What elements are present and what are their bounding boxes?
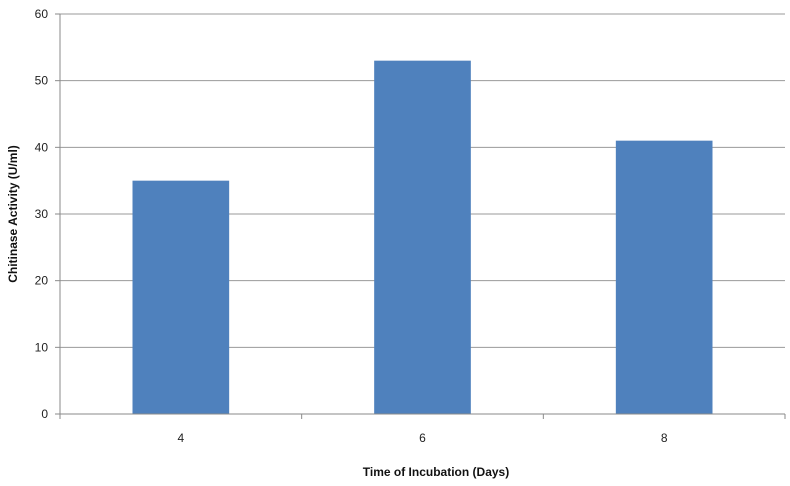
y-tick-label-10: 10 (35, 340, 49, 354)
x-tick-label-4: 4 (177, 431, 184, 445)
x-tick-label-6: 6 (419, 431, 426, 445)
y-tick-label-20: 20 (35, 274, 49, 288)
y-tick-label-60: 60 (35, 7, 49, 21)
y-tick-label-0: 0 (41, 407, 48, 421)
label-layer: 0 10 20 30 40 50 60 4 6 8 (35, 7, 668, 445)
axis-layer (55, 13, 786, 419)
bar-4 (132, 180, 230, 414)
y-axis-title: Chitinase Activity (U/ml) (6, 145, 20, 283)
bar-layer (132, 60, 713, 415)
x-tick-label-8: 8 (661, 431, 668, 445)
y-tick-label-40: 40 (35, 140, 49, 154)
x-axis-title: Time of Incubation (Days) (363, 465, 509, 479)
y-tick-label-50: 50 (35, 74, 49, 88)
bar-8 (615, 140, 713, 414)
y-tick-label-30: 30 (35, 207, 49, 221)
bar-6 (374, 60, 471, 415)
